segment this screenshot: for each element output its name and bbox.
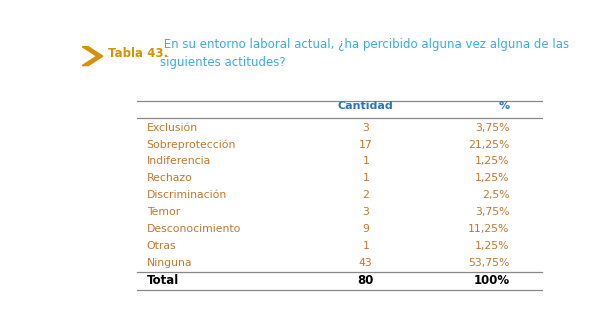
Text: 11,25%: 11,25%	[468, 224, 510, 234]
Text: 1: 1	[362, 156, 369, 166]
Text: Tabla 43.: Tabla 43.	[108, 47, 168, 60]
Text: Rechazo: Rechazo	[147, 173, 193, 183]
Text: 43: 43	[359, 258, 373, 268]
Polygon shape	[82, 47, 103, 66]
Text: Total: Total	[147, 274, 179, 287]
Text: 1,25%: 1,25%	[475, 156, 510, 166]
Text: Discriminación: Discriminación	[147, 190, 227, 200]
Text: Temor: Temor	[147, 207, 180, 217]
Text: 1: 1	[362, 173, 369, 183]
Text: 3: 3	[362, 123, 369, 133]
Text: 80: 80	[358, 274, 374, 287]
Text: %: %	[499, 101, 510, 111]
Text: 53,75%: 53,75%	[468, 258, 510, 268]
Text: 3: 3	[362, 207, 369, 217]
Text: Desconocimiento: Desconocimiento	[147, 224, 241, 234]
Text: 21,25%: 21,25%	[468, 140, 510, 150]
Text: 1: 1	[362, 241, 369, 251]
Text: Indiferencia: Indiferencia	[147, 156, 211, 166]
Text: Exclusión: Exclusión	[147, 123, 198, 133]
Text: 2: 2	[362, 190, 369, 200]
Text: 1,25%: 1,25%	[475, 241, 510, 251]
Text: En su entorno laboral actual, ¿ha percibido alguna vez alguna de las
siguientes : En su entorno laboral actual, ¿ha percib…	[160, 38, 569, 69]
Text: Ninguna: Ninguna	[147, 258, 192, 268]
Text: 1,25%: 1,25%	[475, 173, 510, 183]
Text: 100%: 100%	[474, 274, 510, 287]
Text: 3,75%: 3,75%	[475, 123, 510, 133]
Text: 3,75%: 3,75%	[475, 207, 510, 217]
Text: 9: 9	[362, 224, 369, 234]
Text: 2,5%: 2,5%	[482, 190, 510, 200]
Text: 17: 17	[359, 140, 373, 150]
Text: Otras: Otras	[147, 241, 176, 251]
Text: Cantidad: Cantidad	[338, 101, 393, 111]
Text: Sobreprotección: Sobreprotección	[147, 139, 236, 150]
